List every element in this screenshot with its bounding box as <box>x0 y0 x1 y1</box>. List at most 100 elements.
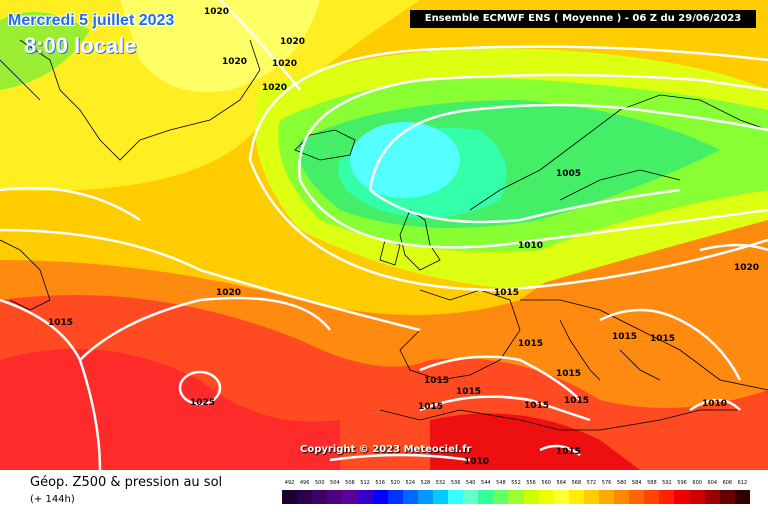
colorbar-swatch <box>523 490 539 504</box>
isobar-labels: 1020 1020 1020 1020 1020 1005 1010 1015 … <box>48 7 759 467</box>
isobar-1020-west <box>0 186 141 222</box>
weather-map: 1020 1020 1020 1020 1020 1005 1010 1015 … <box>0 0 768 470</box>
map-title: Géop. Z500 & pression au sol <box>30 475 223 490</box>
colorbar-swatch <box>342 490 358 504</box>
model-source-banner: Ensemble ECMWF ENS ( Moyenne ) - 06 Z du… <box>410 10 756 28</box>
isobar-label: 1015 <box>518 339 543 349</box>
isobar-1010 <box>298 73 768 249</box>
colorbar-swatch <box>689 490 705 504</box>
colorbar-swatch <box>508 490 524 504</box>
isobar-1020-east <box>699 243 768 252</box>
colorbar-label: 612 <box>737 480 748 486</box>
isobar-label: 1015 <box>612 332 637 342</box>
colorbar-swatch <box>538 490 554 504</box>
isobar-label: 1005 <box>556 169 581 179</box>
colorbar-swatch <box>614 490 630 504</box>
colorbar-swatch <box>644 490 660 504</box>
colorbar-swatch <box>372 490 388 504</box>
colorbar-label: 540 <box>465 480 476 486</box>
colorbar-swatch <box>568 490 584 504</box>
colorbar-label: 500 <box>314 480 325 486</box>
isobar-label: 1010 <box>518 241 543 251</box>
colorbar-swatch <box>719 490 735 504</box>
colorbar-swatch <box>357 490 373 504</box>
field-yellow-light <box>0 0 420 191</box>
isobar-label: 1025 <box>190 398 215 408</box>
isobar-1015 <box>248 45 768 292</box>
isobar-label: 1015 <box>48 318 73 328</box>
colorbar-label: 508 <box>345 480 355 486</box>
colorbar-label: 600 <box>692 480 702 486</box>
colorbar-label: 524 <box>405 480 416 486</box>
colorbar-swatch <box>659 490 675 504</box>
colorbar-swatch <box>327 490 343 504</box>
coast-iceland <box>294 129 356 161</box>
field-cyan-low <box>350 122 460 198</box>
isobar-label: 1020 <box>734 263 759 273</box>
isobar-label: 1020 <box>262 83 287 93</box>
colorbar-label: 536 <box>450 480 461 486</box>
coast-scandinavia <box>469 94 768 211</box>
isobar-label: 1015 <box>556 369 581 379</box>
isobars <box>0 0 768 470</box>
forecast-time: 8:00 locale <box>24 33 137 58</box>
colorbar-label: 596 <box>677 480 687 486</box>
isobar-1015-east <box>599 308 742 381</box>
colorbar-swatch <box>493 490 509 504</box>
isobar-1020-north <box>0 0 421 332</box>
coast-africa <box>379 409 740 431</box>
isobar-label: 1015 <box>524 401 549 411</box>
coast-europe <box>399 289 768 391</box>
isobar-label: 1015 <box>650 334 675 344</box>
isobar-1015-sw <box>0 296 331 470</box>
colorbar <box>282 490 750 504</box>
colorbar-swatch <box>629 490 645 504</box>
colorbar-label: 576 <box>601 480 612 486</box>
isobar-label: 1015 <box>494 288 519 298</box>
isobar-1010-south <box>329 453 471 462</box>
coast-canada <box>0 59 51 311</box>
colorbar-label: 560 <box>541 480 551 486</box>
colorbar-label: 588 <box>647 480 657 486</box>
colorbar-label: 552 <box>511 480 521 486</box>
colorbar-swatch <box>463 490 479 504</box>
isobar-label: 1020 <box>272 59 297 69</box>
colorbar-label: 544 <box>481 480 491 486</box>
colorbar-swatch <box>432 490 449 504</box>
field-pale-yellow <box>120 0 320 92</box>
isobar-label: 1015 <box>556 447 581 457</box>
isobar-label: 1015 <box>418 402 443 412</box>
colorbar-swatch <box>583 490 599 504</box>
isobar-1015-med <box>419 355 591 422</box>
colorbar-swatch <box>598 490 615 504</box>
coastlines <box>0 39 768 431</box>
colorbar-swatch <box>734 490 750 504</box>
colorbar-swatch <box>297 490 313 504</box>
isobar-label: 1020 <box>280 37 305 47</box>
coast-greenland <box>19 39 261 161</box>
colorbar-label: 496 <box>299 480 310 486</box>
colorbar-label: 528 <box>420 480 431 486</box>
colorbar-swatch <box>402 490 418 504</box>
colorbar-label: 592 <box>662 480 672 486</box>
colorbar-label: 516 <box>375 480 385 486</box>
field-deep-red-east <box>430 413 640 470</box>
isobar-label: 1015 <box>424 376 449 386</box>
colorbar-swatch <box>674 490 690 504</box>
isobar-label: 1010 <box>464 457 489 467</box>
isobar-1010-east <box>689 398 741 412</box>
colorbar-swatch <box>553 490 569 504</box>
colorbar-label: 492 <box>284 480 295 486</box>
colorbar-label: 580 <box>616 480 627 486</box>
colorbar-label: 608 <box>722 480 733 486</box>
colorbar-label: 584 <box>631 480 642 486</box>
legend-footer: Géop. Z500 & pression au sol (+ 144h) 49… <box>0 470 768 512</box>
colorbar-swatch <box>417 490 433 504</box>
isobar-1025 <box>178 370 222 406</box>
colorbar-swatch <box>387 490 403 504</box>
isobar-label: 1020 <box>204 7 229 17</box>
colorbar-label: 512 <box>360 480 370 486</box>
colorbar-label: 556 <box>526 480 536 486</box>
isobar-label: 1010 <box>702 399 727 409</box>
colorbar-swatch <box>478 490 494 504</box>
